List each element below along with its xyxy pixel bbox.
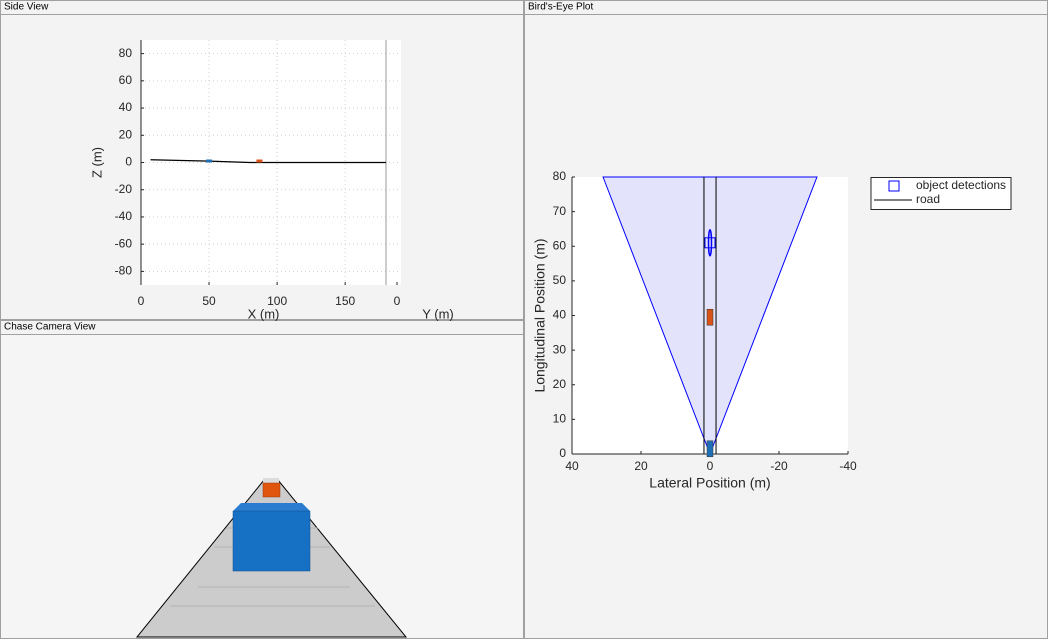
x-tick-label: 150 bbox=[335, 294, 355, 308]
y-tick-label: 70 bbox=[553, 204, 567, 218]
x-axis-label: Lateral Position (m) bbox=[649, 475, 770, 491]
y-tick-label: 80 bbox=[553, 169, 567, 183]
ego-vehicle bbox=[232, 510, 311, 572]
detection-uncertainty bbox=[707, 229, 713, 257]
x-tick-label: 100 bbox=[267, 294, 287, 308]
y-tick-label: 30 bbox=[553, 342, 567, 356]
vehicle bbox=[256, 159, 263, 163]
x-tick-label: 20 bbox=[634, 459, 648, 473]
y-tick-label: 0 bbox=[125, 155, 132, 169]
y-tick-label: 40 bbox=[553, 308, 567, 322]
detection bbox=[704, 237, 716, 249]
legend-marker bbox=[888, 180, 900, 192]
legend-label: object detections bbox=[916, 178, 1006, 192]
vehicle bbox=[706, 440, 714, 458]
y-tick-label: 0 bbox=[559, 446, 566, 460]
y-tick-label: 20 bbox=[119, 127, 133, 141]
x-tick-label: -40 bbox=[839, 459, 857, 473]
lateral-tick-label: 0 bbox=[394, 294, 401, 308]
x-tick-label: 0 bbox=[707, 459, 714, 473]
lead-vehicle bbox=[262, 482, 281, 498]
x-tick-label: 0 bbox=[138, 294, 145, 308]
y-tick-label: -40 bbox=[115, 209, 133, 223]
panel-title: Bird's-Eye Plot bbox=[528, 2, 593, 13]
x-tick-label: 50 bbox=[202, 294, 216, 308]
panel-title: Chase Camera View bbox=[4, 322, 96, 333]
y-tick-label: 60 bbox=[553, 238, 567, 252]
y-tick-label: 50 bbox=[553, 273, 567, 287]
vehicle-roof bbox=[263, 478, 279, 483]
y-tick-label: -80 bbox=[115, 264, 133, 278]
lateral-axis-label: Y (m) bbox=[422, 306, 454, 321]
y-tick-label: 10 bbox=[553, 412, 567, 426]
y-axis-label: Longitudinal Position (m) bbox=[532, 238, 548, 392]
y-tick-label: -20 bbox=[115, 182, 133, 196]
road-boundary bbox=[703, 177, 717, 454]
y-axis-label: Z (m) bbox=[89, 147, 104, 178]
y-tick-label: 80 bbox=[119, 46, 133, 60]
y-tick-label: 40 bbox=[119, 100, 133, 114]
legend-box bbox=[870, 177, 1012, 210]
vehicle bbox=[706, 308, 714, 326]
x-axis-label: X (m) bbox=[248, 306, 280, 321]
legend-label: road bbox=[916, 192, 940, 206]
x-tick-label: -20 bbox=[770, 459, 788, 473]
ego-vehicle-top bbox=[233, 503, 310, 511]
chase-scene bbox=[1, 335, 523, 638]
y-tick-label: 20 bbox=[553, 377, 567, 391]
x-tick-label: 40 bbox=[565, 459, 579, 473]
y-tick-label: -60 bbox=[115, 236, 133, 250]
vehicle bbox=[206, 159, 213, 163]
panel-title: Side View bbox=[4, 2, 49, 13]
y-tick-label: 60 bbox=[119, 73, 133, 87]
road-profile bbox=[150, 159, 386, 164]
